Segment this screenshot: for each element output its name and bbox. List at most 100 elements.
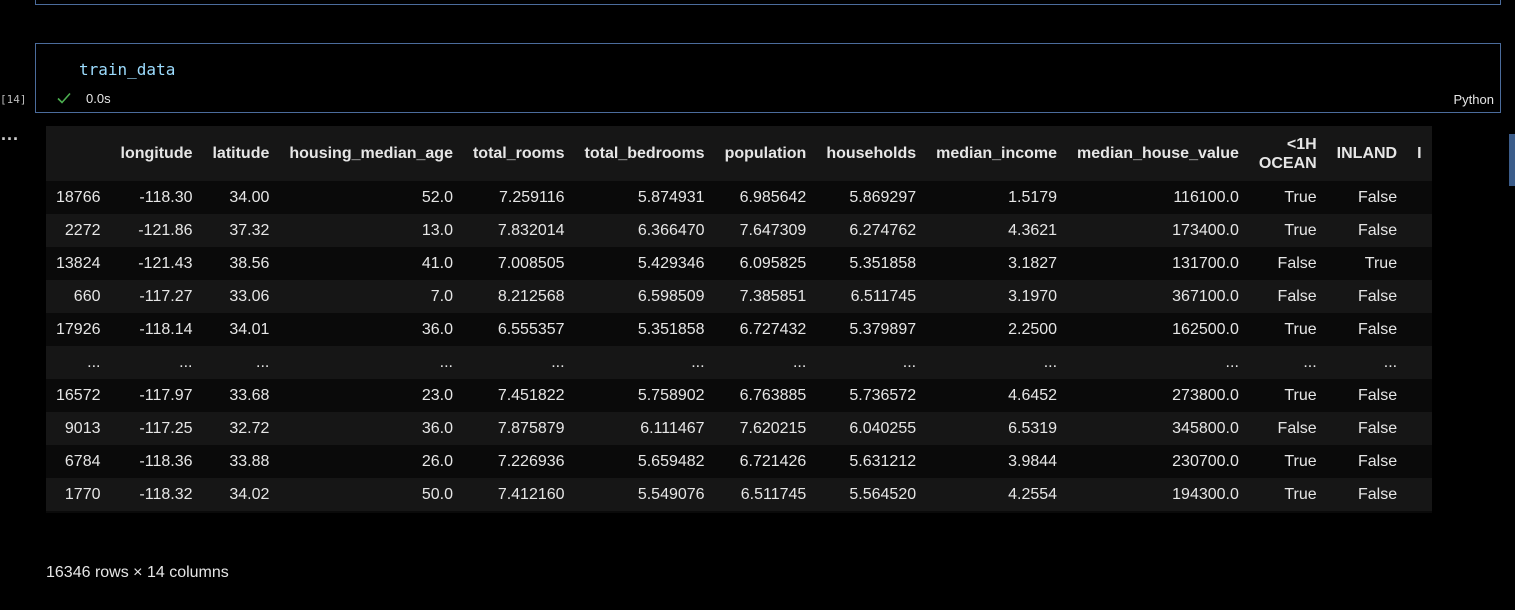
index-header	[46, 126, 111, 181]
row-index: 2272	[64, 222, 101, 239]
column-header: latitude	[212, 145, 270, 162]
row-index: 18766	[56, 189, 101, 206]
table-row: 18766 -118.30 34.00 52.0 7.259116 5.874931 6.9…	[46, 181, 1432, 214]
column-header: households	[826, 145, 917, 162]
table-cell: 6.714171	[715, 511, 817, 513]
code-cell[interactable]: train_data 0.0s Python	[35, 43, 1501, 113]
table-cell: True	[1284, 387, 1317, 404]
table-cell	[1407, 313, 1431, 346]
table-cell: True	[1364, 255, 1398, 272]
table-cell: 5.771441	[575, 511, 715, 513]
table-cell: ...	[902, 354, 917, 371]
table-cell	[1407, 478, 1431, 511]
column-header: <1H OCEAN	[1258, 135, 1317, 172]
table-cell: 33.06	[229, 288, 270, 305]
table-cell	[1407, 412, 1431, 445]
table-cell: 7.385851	[739, 288, 807, 305]
code-editor[interactable]: train_data	[79, 60, 176, 79]
table-cell: 34.02	[229, 486, 270, 503]
table-cell: False	[1249, 511, 1327, 513]
table-cell: 5.659482	[637, 453, 705, 470]
table-cell: -118.14	[139, 321, 193, 338]
table-cell: 6.274762	[849, 222, 917, 239]
row-index: ...	[87, 354, 101, 371]
table-row: 6784 -118.36 33.88 26.0 7.226936 5.659482 6.72…	[46, 445, 1432, 478]
execution-duration: 0.0s	[86, 90, 111, 106]
table-cell: 7.451822	[497, 387, 565, 404]
row-index: 6784	[64, 453, 101, 470]
table-cell: False	[1357, 222, 1398, 239]
table-row: 13824 -121.43 38.56 41.0 7.008505 5.429346 6.0…	[46, 247, 1432, 280]
table-cell: 36.0	[421, 321, 453, 338]
table-cell: 7.613325	[463, 511, 575, 513]
table-cell: 5.549076	[637, 486, 705, 503]
vertical-scrollbar-thumb[interactable]	[1509, 134, 1515, 186]
table-cell: 6.721426	[739, 453, 807, 470]
table-cell: 26.0	[421, 453, 453, 470]
table-cell: 41.0	[421, 255, 453, 272]
output-more-icon[interactable]: ...	[1, 124, 20, 144]
column-header: INLAND	[1336, 145, 1398, 162]
table-cell: 7.412160	[497, 486, 565, 503]
table-cell: False	[1277, 420, 1317, 437]
table-cell	[1407, 445, 1431, 478]
table-cell: True	[1284, 321, 1317, 338]
table-cell	[1407, 379, 1431, 412]
column-header: housing_median_age	[289, 145, 453, 162]
table-cell	[1407, 511, 1431, 513]
dataframe-output: longitude latitude housing_median_age total…	[46, 126, 1500, 513]
table-cell: 52.0	[421, 189, 453, 206]
table-cell: -121.43	[138, 255, 193, 272]
previous-cell-bottom[interactable]	[35, 0, 1501, 5]
table-cell: 7.259116	[499, 189, 565, 206]
table-row: 9013 -117.25 32.72 36.0 7.875879 6.111467 7.62…	[46, 412, 1432, 445]
row-index: 5467	[46, 511, 111, 513]
table-cell: 4.2554	[1008, 486, 1058, 503]
table-cell: 6.598509	[637, 288, 705, 305]
row-index: 9013	[64, 420, 101, 437]
table-cell: 52.0	[279, 511, 463, 513]
table-cell: False	[1357, 387, 1398, 404]
table-cell: 7.647309	[739, 222, 807, 239]
table-cell: 5.351858	[637, 321, 705, 338]
table-cell: ...	[792, 354, 807, 371]
table-cell: 4.6452	[1008, 387, 1058, 404]
table-cell	[1407, 346, 1431, 379]
table-cell: 5.351858	[849, 255, 917, 272]
table-row: ....................................	[46, 346, 1432, 379]
table-cell: ...	[256, 354, 270, 371]
table-cell: 5.814131	[816, 511, 926, 513]
table-cell: 6.111467	[640, 420, 705, 437]
table-cell: 34.00	[229, 189, 270, 206]
language-indicator[interactable]: Python	[1453, 92, 1494, 107]
table-cell: 1.5179	[1008, 189, 1058, 206]
table-cell: 36.0	[421, 420, 453, 437]
table-cell: -117.25	[139, 420, 193, 437]
table-cell: ...	[439, 354, 453, 371]
table-cell: True	[1284, 486, 1317, 503]
table-cell: 7.832014	[497, 222, 565, 239]
table-cell: 3.1827	[1008, 255, 1058, 272]
execution-status: 0.0s	[56, 90, 111, 106]
column-header: median_income	[936, 145, 1058, 162]
table-cell: 7.008505	[497, 255, 565, 272]
table-cell: 23.0	[421, 387, 453, 404]
table-cell: False	[1357, 453, 1398, 470]
table-cell: 50.0	[421, 486, 453, 503]
execution-count: [14]	[0, 93, 27, 106]
row-index: 17926	[56, 321, 101, 338]
table-cell	[1407, 214, 1431, 247]
table-cell: False	[1357, 288, 1398, 305]
table-cell: 367100.0	[1172, 288, 1239, 305]
table-cell: 230700.0	[1172, 453, 1239, 470]
table-cell: 6.511745	[850, 288, 917, 305]
table-cell: True	[1284, 453, 1317, 470]
table-cell	[1407, 247, 1431, 280]
table-cell: 5.631212	[849, 453, 917, 470]
table-cell: 34.01	[229, 321, 270, 338]
row-index: 13824	[56, 255, 101, 272]
table-cell: ...	[1303, 354, 1317, 371]
table-cell: 32.72	[229, 420, 270, 437]
table-cell: 7.226936	[497, 453, 565, 470]
table-cell: 116100.0	[1173, 189, 1239, 206]
